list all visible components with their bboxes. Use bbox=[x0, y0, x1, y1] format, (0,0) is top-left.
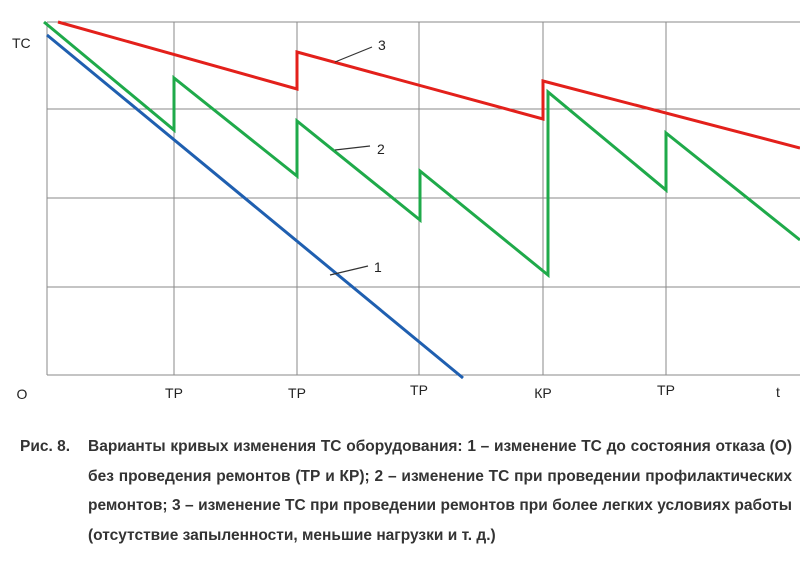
leader bbox=[334, 145, 371, 151]
curve-label: 1 bbox=[374, 259, 382, 275]
curve-3 bbox=[57, 20, 800, 150]
x-label: ТР bbox=[410, 382, 428, 398]
leader bbox=[334, 46, 373, 63]
origin-label: О bbox=[17, 386, 28, 402]
leader bbox=[329, 265, 369, 276]
curve-label: 3 bbox=[378, 37, 386, 53]
caption-text: Варианты кривых изменения ТС оборудовани… bbox=[88, 438, 792, 544]
caption-label: Рис. 8. bbox=[20, 438, 71, 455]
x-label: КР bbox=[534, 385, 552, 401]
x-label: ТР bbox=[657, 382, 675, 398]
curve-1 bbox=[46, 33, 464, 380]
diagram: 3 2 1 ТС О ТР ТР ТР КР ТР t bbox=[12, 20, 800, 402]
x-label: ТР bbox=[165, 385, 183, 401]
x-label: t bbox=[776, 384, 780, 400]
caption: Рис. 8. Варианты кривых изменения ТС обо… bbox=[20, 432, 792, 550]
grid bbox=[46, 21, 800, 376]
curve-label: 2 bbox=[377, 141, 385, 157]
curve-2 bbox=[43, 20, 800, 279]
y-axis-label: ТС bbox=[12, 35, 31, 51]
x-label: ТР bbox=[288, 385, 306, 401]
